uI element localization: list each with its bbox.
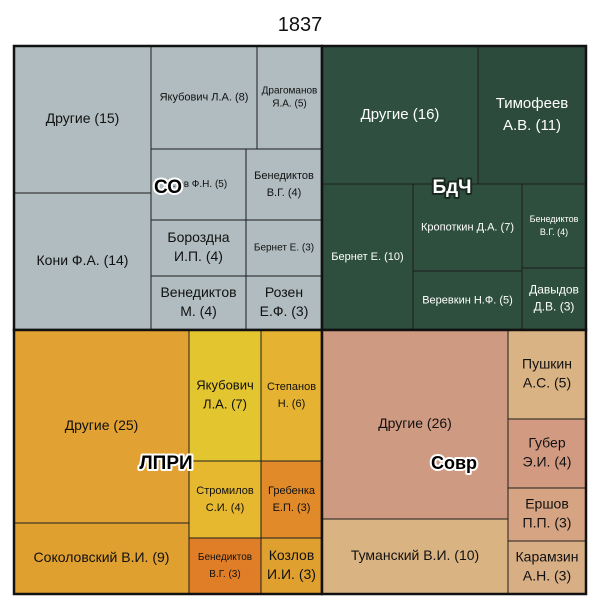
cell-label: С.И. (4) [206,502,244,514]
cell-label: Гребенка [268,485,316,497]
group-label-halo: ЛПРИ [139,453,192,474]
cell-label: Другие (26) [378,415,452,431]
cell-label: Э.И. (4) [523,454,572,470]
treemap-cell[interactable] [245,148,323,221]
cell-label: Ершов [525,496,569,512]
cell-label: И.П. (4) [174,248,223,264]
cell-label: Я.А. (5) [272,99,306,110]
cell-label: Розен [265,284,303,300]
cell-label: В.Г. (3) [209,569,240,580]
cell-label: Другие (16) [361,106,440,123]
group-label-halo: Совр [431,453,477,473]
cell-label: Д.В. (3) [534,300,575,314]
cell-label: Бенедиктов [530,214,579,224]
treemap-cell[interactable] [256,45,323,150]
cell-label: Драгоманов [262,86,318,97]
cell-label: Степанов [267,381,316,393]
group-label: ЛПРИ [139,453,192,474]
cell-label: Пушкин [522,356,572,372]
cell-label: Л.А. (7) [203,396,247,411]
cell-label: В.Г. (4) [267,187,302,199]
group-3: Другие (26) Туманский В.И. (10) Пушкин А.С.… [320,328,588,596]
treemap-cell[interactable] [521,183,587,269]
treemap-cell[interactable] [507,329,587,420]
cell-label: Стромилов [196,485,254,497]
group-border [320,328,588,596]
cell-label: П.П. (3) [523,515,572,531]
cell-label: Карамзин [516,549,579,565]
treemap-cell[interactable] [477,45,587,185]
treemap-cell[interactable] [260,460,323,539]
cell-label: Бороздна [167,229,229,245]
group-label-halo: БдЧ [432,177,471,198]
cell-label: Веревкин Н.Ф. (5) [422,294,513,306]
cell-label: Другие (25) [65,417,139,433]
cell-label: Н. (6) [278,398,306,410]
cell-label: ...ов Ф.Н. (5) [170,179,227,190]
group-0: Другие (15) Кони Ф.А. (14) Якубович Л.А. (… [12,44,324,332]
cell-label: А.Н. (3) [523,568,571,584]
cell-label: Губер [528,435,565,451]
treemap-cell[interactable] [521,267,587,331]
cell-label: А.В. (11) [503,117,561,134]
cell-label: Бернет Е. (3) [254,243,314,254]
cell-label: Якубович [196,377,253,392]
cell-label: Бернет Е. (10) [331,251,403,263]
cell-label: Бенедиктов [198,552,252,563]
chart-title: 1837 [277,14,323,36]
group-2: Другие (25) Соколовский В.И. (9) Якубович Л… [12,328,324,596]
cell-label: Е.Ф. (3) [260,303,309,319]
treemap-cell[interactable] [150,219,247,277]
treemap-cell[interactable] [507,487,587,542]
cell-label: Давыдов [529,283,579,297]
treemap-cell[interactable] [260,537,323,595]
cell-label: Козлов [269,547,315,563]
treemap-cell[interactable] [150,275,247,331]
treemap-cell[interactable] [245,219,323,277]
group-label-halo: СО [154,177,182,198]
cell-label: И.И. (3) [267,566,316,582]
cell-label: Соколовский В.И. (9) [34,549,170,565]
cell-label: М. (4) [180,303,217,319]
treemap-cell[interactable] [321,329,509,520]
cell-label: А.С. (5) [523,375,571,391]
treemap-cell[interactable] [412,270,523,331]
group-label: БдЧ [432,177,471,198]
cell-label: Тимофеев [496,95,569,112]
cell-label: Якубович Л.А. (8) [160,91,249,103]
cell-label: Кони Ф.А. (14) [37,252,129,268]
cell-label: Бенедиктов [254,170,314,182]
treemap-cell[interactable] [188,460,262,539]
treemap-cell[interactable] [13,329,190,524]
treemap-cell[interactable] [412,183,523,272]
group-1: Другие (16) Тимофеев А.В. (11) Бернет Е. (1… [320,44,588,332]
cell-label: В.Г. (4) [540,227,568,237]
group-label: Совр [431,453,477,473]
cell-label: Кропоткин Д.А. (7) [421,221,514,233]
treemap-cell[interactable] [260,329,323,462]
cell-label: Венедиктов [160,284,236,300]
cell-label: Другие (15) [46,110,120,126]
treemap-cell[interactable] [245,275,323,331]
cell-label: Туманский В.И. (10) [351,547,479,563]
treemap-cell[interactable] [188,329,262,462]
treemap-cell[interactable] [321,183,414,331]
treemap-cell[interactable] [507,540,587,595]
treemap-cell[interactable] [13,522,190,595]
treemap-cell[interactable] [188,537,262,595]
treemap-cell[interactable] [507,418,587,489]
group-label: СО [154,177,182,198]
cell-label: Е.П. (3) [273,502,311,514]
